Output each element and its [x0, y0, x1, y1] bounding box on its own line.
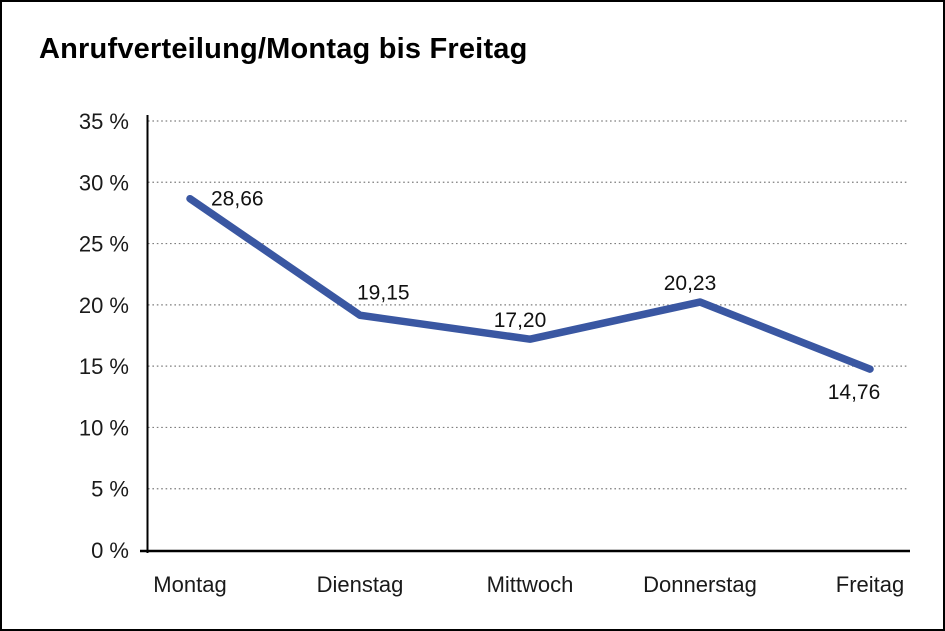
y-tick-label: 10 %: [79, 415, 129, 440]
y-tick-label: 20 %: [79, 293, 129, 318]
x-category-label: Donnerstag: [643, 572, 757, 597]
y-tick-label: 15 %: [79, 354, 129, 379]
x-category-label: Montag: [153, 572, 226, 597]
x-category-label: Mittwoch: [487, 572, 574, 597]
value-label: 28,66: [211, 188, 264, 211]
y-tick-label: 30 %: [79, 170, 129, 195]
value-label: 14,76: [828, 381, 881, 404]
value-label: 17,20: [494, 309, 547, 332]
chart-title: Anrufverteilung/Montag bis Freitag: [39, 33, 528, 65]
y-tick-label: 25 %: [79, 232, 129, 257]
value-label: 19,15: [357, 281, 410, 304]
data-line: [186, 194, 874, 373]
y-tick-label: 5 %: [91, 477, 129, 502]
y-tick-label: 35 %: [79, 109, 129, 134]
x-category-label: Freitag: [836, 572, 904, 597]
value-label: 20,23: [664, 272, 717, 295]
y-tick-label: 0 %: [91, 538, 129, 563]
x-category-label: Dienstag: [317, 572, 404, 597]
